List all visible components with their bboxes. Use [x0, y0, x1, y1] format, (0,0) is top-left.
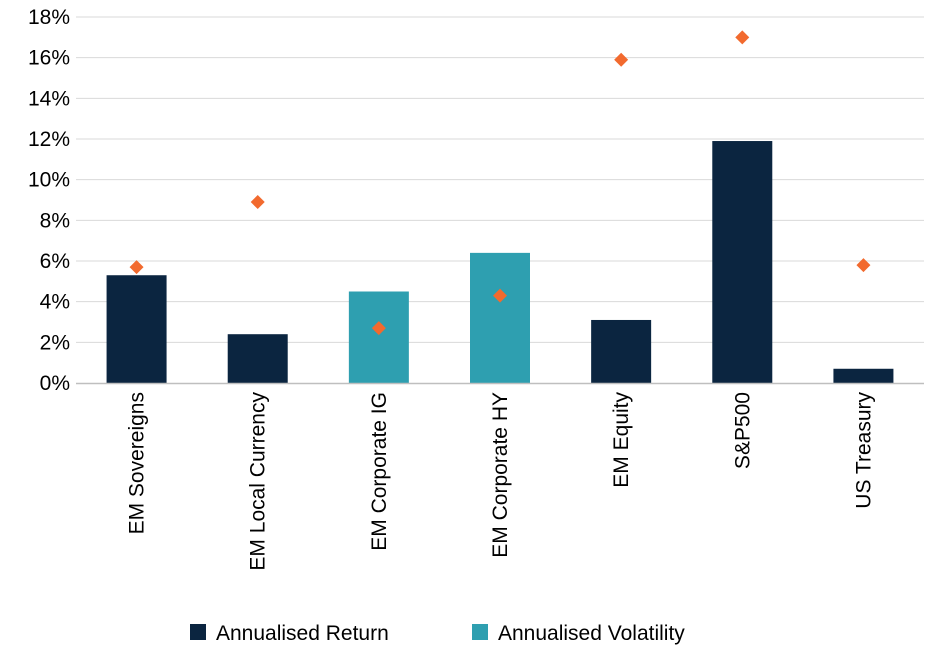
legend: Annualised Return Annualised Volatility	[190, 622, 685, 645]
x-category-label: EM Sovereigns	[126, 392, 149, 534]
bar-annualised-return	[227, 334, 288, 383]
x-category-label: EM Corporate IG	[368, 392, 391, 551]
x-category-label: US Treasury	[852, 392, 875, 509]
x-category-label: EM Equity	[610, 392, 633, 488]
x-category-label: EM Corporate HY	[489, 392, 512, 558]
y-tick-label: 6%	[40, 250, 70, 273]
marker-annualised-volatility	[371, 321, 386, 336]
marker-annualised-volatility	[856, 258, 871, 273]
x-category-label: S&P500	[731, 392, 754, 469]
y-tick-label: 18%	[28, 6, 70, 29]
bar-annualised-return	[470, 252, 530, 383]
marker-annualised-volatility	[250, 195, 265, 210]
bar-annualised-return	[833, 368, 894, 383]
y-axis-ticks: 0% 2% 4% 6% 8% 10% 12% 14% 16% 18%	[28, 6, 70, 395]
y-tick-label: 2%	[40, 331, 70, 354]
bar-annualised-return	[712, 141, 773, 383]
y-tick-label: 0%	[40, 372, 70, 395]
bar-annualised-return	[106, 275, 167, 383]
bars	[106, 141, 894, 383]
x-category-label: EM Local Currency	[247, 392, 270, 571]
y-tick-label: 14%	[28, 87, 70, 110]
y-tick-label: 8%	[40, 209, 70, 232]
y-tick-label: 10%	[28, 169, 70, 192]
y-tick-label: 16%	[28, 47, 70, 70]
marker-annualised-volatility	[129, 260, 144, 275]
bar-annualised-return	[591, 319, 652, 383]
y-tick-label: 12%	[28, 128, 70, 151]
legend-swatch	[190, 624, 206, 640]
x-axis-category-labels: EM Sovereigns EM Local Currency EM Corpora…	[126, 392, 876, 571]
bar-annualised-return	[348, 291, 409, 383]
legend-label: Annualised Return	[216, 622, 389, 645]
marker-annualised-volatility	[735, 30, 750, 45]
marker-annualised-volatility	[493, 288, 507, 303]
gridlines	[76, 16, 924, 343]
volatility-markers	[129, 30, 871, 336]
y-tick-label: 4%	[40, 291, 70, 314]
legend-swatch	[472, 624, 488, 640]
marker-annualised-volatility	[614, 52, 629, 67]
legend-label: Annualised Volatility	[498, 622, 685, 645]
